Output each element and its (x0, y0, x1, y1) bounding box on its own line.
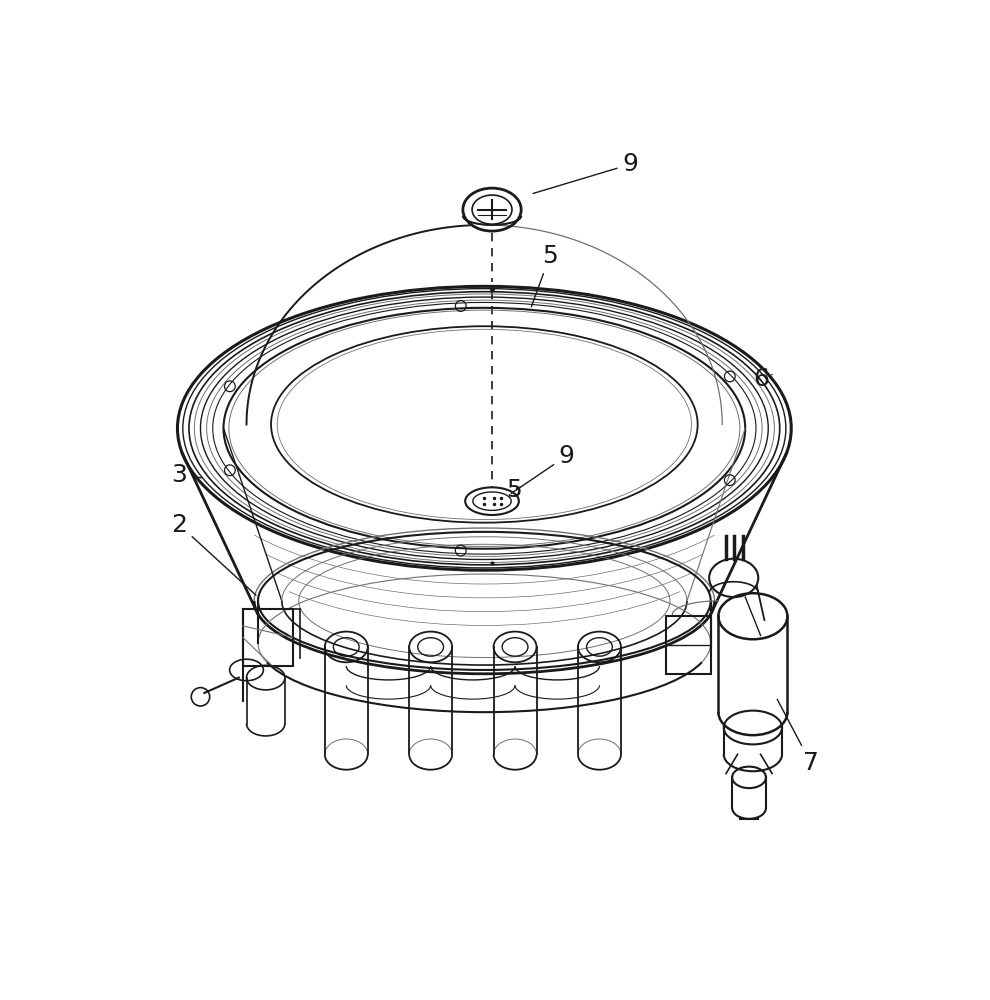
Text: 3: 3 (171, 463, 202, 487)
Text: 6: 6 (752, 367, 772, 391)
Text: 2: 2 (171, 513, 256, 595)
Text: 5: 5 (506, 478, 522, 502)
Bar (243, 609, 293, 666)
Text: 5: 5 (532, 244, 557, 307)
Text: 9: 9 (511, 444, 574, 493)
Text: 9: 9 (533, 152, 639, 193)
Text: 7: 7 (777, 699, 819, 775)
Bar (666, 616, 711, 674)
